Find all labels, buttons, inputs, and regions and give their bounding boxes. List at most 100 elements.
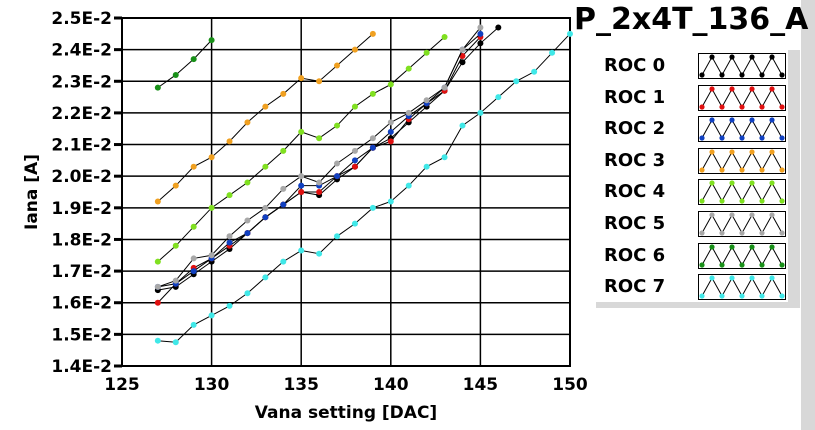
data-point xyxy=(154,198,161,205)
data-point xyxy=(298,173,305,180)
data-point xyxy=(316,78,323,85)
y-tick-label: 2.2E-2 xyxy=(51,104,112,124)
data-point xyxy=(316,179,323,186)
series-line xyxy=(157,36,481,304)
y-tick-label: 1.8E-2 xyxy=(51,230,112,250)
legend-item: ROC 4 xyxy=(596,179,788,206)
data-point xyxy=(190,56,197,63)
legend: ROC 0 ROC 1 ROC 2 ROC 3 ROC 4 ROC 5 ROC 6 ROC 7 xyxy=(596,50,788,302)
data-point xyxy=(334,122,341,129)
data-point xyxy=(316,189,323,195)
data-point xyxy=(172,182,179,189)
legend-swatch xyxy=(698,211,786,237)
data-point xyxy=(387,81,394,88)
series-1 xyxy=(154,33,484,306)
data-point xyxy=(262,214,269,221)
data-point xyxy=(495,94,502,101)
x-tick-label: 130 xyxy=(194,375,230,395)
data-point xyxy=(172,277,179,284)
data-point xyxy=(280,90,287,97)
data-point xyxy=(298,128,305,135)
data-point xyxy=(226,192,233,199)
y-tick-label: 2.4E-2 xyxy=(51,41,112,61)
data-point xyxy=(154,337,161,344)
data-point xyxy=(262,274,269,281)
y-axis-label: Iana [A] xyxy=(22,154,42,230)
data-point xyxy=(405,65,412,72)
legend-swatch xyxy=(698,147,786,174)
data-point xyxy=(208,204,215,211)
window-edge xyxy=(801,0,815,430)
data-point xyxy=(190,321,197,328)
data-point xyxy=(208,252,215,259)
data-point xyxy=(172,339,179,346)
data-point xyxy=(351,46,358,53)
data-point xyxy=(369,204,376,211)
data-point xyxy=(423,163,430,170)
series-3 xyxy=(154,30,376,205)
data-point xyxy=(441,154,448,161)
data-point xyxy=(459,46,466,53)
data-point xyxy=(262,103,269,110)
legend-item: ROC 7 xyxy=(596,274,788,301)
data-point xyxy=(154,84,161,91)
data-point xyxy=(208,312,215,319)
data-point xyxy=(477,30,484,37)
data-point xyxy=(316,135,323,142)
legend-item: ROC 6 xyxy=(596,242,788,269)
series-7 xyxy=(154,30,573,346)
data-point xyxy=(441,84,448,91)
data-point xyxy=(405,109,412,116)
data-point xyxy=(334,62,341,69)
x-axis-label: Vana setting [DAC] xyxy=(255,403,437,423)
series-line xyxy=(157,39,212,89)
legend-label: ROC 2 xyxy=(604,118,666,140)
x-tick-label: 135 xyxy=(283,375,319,395)
data-point xyxy=(513,78,520,85)
data-point xyxy=(423,97,430,104)
data-point xyxy=(298,247,305,254)
data-point xyxy=(190,255,197,262)
legend-swatch xyxy=(698,179,786,206)
legend-swatch xyxy=(698,53,786,79)
legend-item: ROC 2 xyxy=(596,116,788,143)
data-point xyxy=(351,163,358,170)
data-point xyxy=(459,59,466,66)
data-point xyxy=(280,258,287,265)
data-point xyxy=(280,185,287,192)
data-point xyxy=(172,242,179,249)
series-6 xyxy=(154,37,215,91)
data-point xyxy=(226,138,233,145)
data-point xyxy=(244,179,251,186)
series-0 xyxy=(154,24,502,294)
data-point xyxy=(531,68,538,75)
data-point xyxy=(298,75,305,82)
y-tick-label: 1.6E-2 xyxy=(51,294,112,314)
legend-swatch xyxy=(698,242,786,269)
data-point xyxy=(244,217,251,224)
data-point xyxy=(298,182,305,189)
data-point xyxy=(477,24,484,31)
data-point xyxy=(244,230,251,237)
data-point xyxy=(154,258,161,265)
data-point xyxy=(190,163,197,170)
data-point xyxy=(226,233,233,240)
data-point xyxy=(334,160,341,167)
y-tick-label: 2.3E-2 xyxy=(51,72,112,92)
y-tick-label: 1.9E-2 xyxy=(51,199,112,219)
series-line xyxy=(157,33,571,343)
data-point xyxy=(459,122,466,129)
chart-title: P_2x4T_136_A xyxy=(574,2,809,37)
legend-item: ROC 1 xyxy=(596,84,788,111)
legend-shadow xyxy=(788,50,800,308)
data-point xyxy=(226,302,233,309)
legend-label: ROC 1 xyxy=(604,86,666,108)
series-line xyxy=(157,27,481,288)
data-point xyxy=(351,103,358,110)
data-point xyxy=(549,49,556,56)
data-point xyxy=(351,157,358,164)
data-point xyxy=(280,147,287,154)
data-point xyxy=(351,147,358,154)
data-point xyxy=(190,223,197,230)
